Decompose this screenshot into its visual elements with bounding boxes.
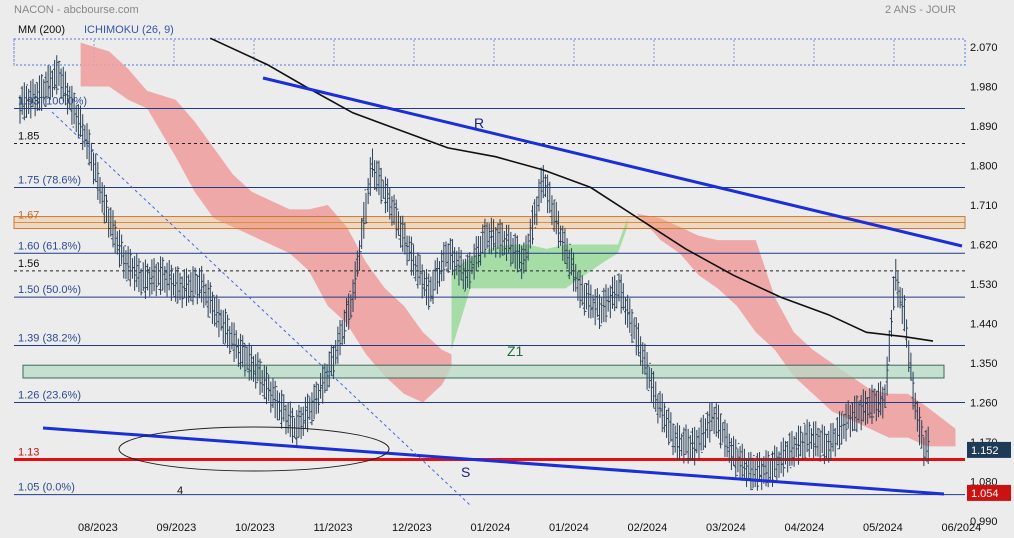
zone-z1-rect <box>22 364 945 379</box>
level-label: 1.56 <box>18 258 39 270</box>
trend-lines <box>42 76 963 506</box>
top-band-rect <box>13 38 966 66</box>
x-tick-label: 11/2023 <box>314 522 353 534</box>
level-label: 1.13 <box>18 447 39 459</box>
level-label: 1.75 (78.6%) <box>18 174 81 186</box>
x-tick-label: 04/2024 <box>785 522 825 534</box>
level-label: 1.26 (23.6%) <box>18 390 81 402</box>
x-tick-label: 01/2024 <box>471 522 511 534</box>
x-axis: 08/2023 09/2023 10/2023 11/2023 12/2023 01/20… <box>78 522 981 534</box>
ma200-legend: MM (200) <box>18 24 65 36</box>
ichimoku-cloud <box>80 42 956 447</box>
x-tick-label: 02/2024 <box>628 522 668 534</box>
annotation-r: R <box>474 115 484 131</box>
level-label: 1.85 <box>18 131 39 143</box>
top-dotted-band <box>13 38 966 66</box>
y-tick-label: 2.070 <box>970 42 998 54</box>
ichimoku-legend: ICHIMOKU (26, 9) <box>84 24 174 36</box>
support-line-s <box>42 426 945 496</box>
chart-period: 2 ANS - JOUR <box>885 4 956 16</box>
y-tick-label: 1.260 <box>970 398 998 410</box>
y-tick-label: 1.710 <box>970 200 998 212</box>
vertical-gridlines <box>13 40 895 66</box>
resistance-line-r <box>262 76 963 248</box>
annotation-z1: Z1 <box>507 343 524 359</box>
x-tick-label: 01/2024 <box>549 522 589 534</box>
annotation-4: 4 <box>177 485 183 497</box>
level-label: 1.05 (0.0%) <box>18 482 75 494</box>
x-tick-label: 03/2024 <box>706 522 746 534</box>
last-price-badge <box>967 441 1011 458</box>
support-ellipse-shape <box>118 426 390 472</box>
price-candles <box>18 55 930 491</box>
y-tick-label: 1.530 <box>970 279 998 291</box>
level-label: 1.67 <box>18 210 39 222</box>
annotations: R S Z1 4 <box>177 115 524 497</box>
x-tick-label: 10/2023 <box>235 522 275 534</box>
x-tick-label: 09/2023 <box>157 522 197 534</box>
level-label: 1.50 (50.0%) <box>18 284 81 296</box>
x-tick-label: 12/2023 <box>392 522 432 534</box>
last-price-text-2: 1.054 <box>971 488 999 500</box>
dashed-trend-line <box>51 111 471 506</box>
last-price-badge-2 <box>967 484 1011 501</box>
zone-z1 <box>22 364 945 379</box>
y-tick-label: 1.980 <box>970 82 998 94</box>
y-tick-label: 0.990 <box>970 516 998 528</box>
level-label: 1.39 (38.2%) <box>18 332 81 344</box>
y-tick-label: 1.440 <box>970 319 998 331</box>
ma200-line <box>209 37 934 342</box>
x-tick-label: 05/2024 <box>863 522 903 534</box>
cloud-bullish <box>451 218 628 350</box>
cloud-bearish-2 <box>636 213 956 447</box>
x-tick-label: 06/2024 <box>942 522 982 534</box>
price-badges: 1.152 1.054 <box>967 441 1011 501</box>
y-tick-label: 1.620 <box>970 240 998 252</box>
y-tick-label: 1.350 <box>970 358 998 370</box>
last-price-text: 1.152 <box>971 445 999 457</box>
y-axis: 2.070 1.980 1.890 1.800 1.710 1.620 1.530 1.440… <box>970 42 998 528</box>
chart-source-title: NACON - abcbourse.com <box>14 4 139 16</box>
level-label: 1.60 (61.8%) <box>18 240 81 252</box>
y-tick-label: 1.890 <box>970 121 998 133</box>
y-tick-label: 1.800 <box>970 161 998 173</box>
ma200-curve <box>209 37 934 342</box>
x-tick-label: 08/2023 <box>78 522 118 534</box>
annotation-s: S <box>461 464 470 480</box>
support-ellipse <box>118 426 390 472</box>
